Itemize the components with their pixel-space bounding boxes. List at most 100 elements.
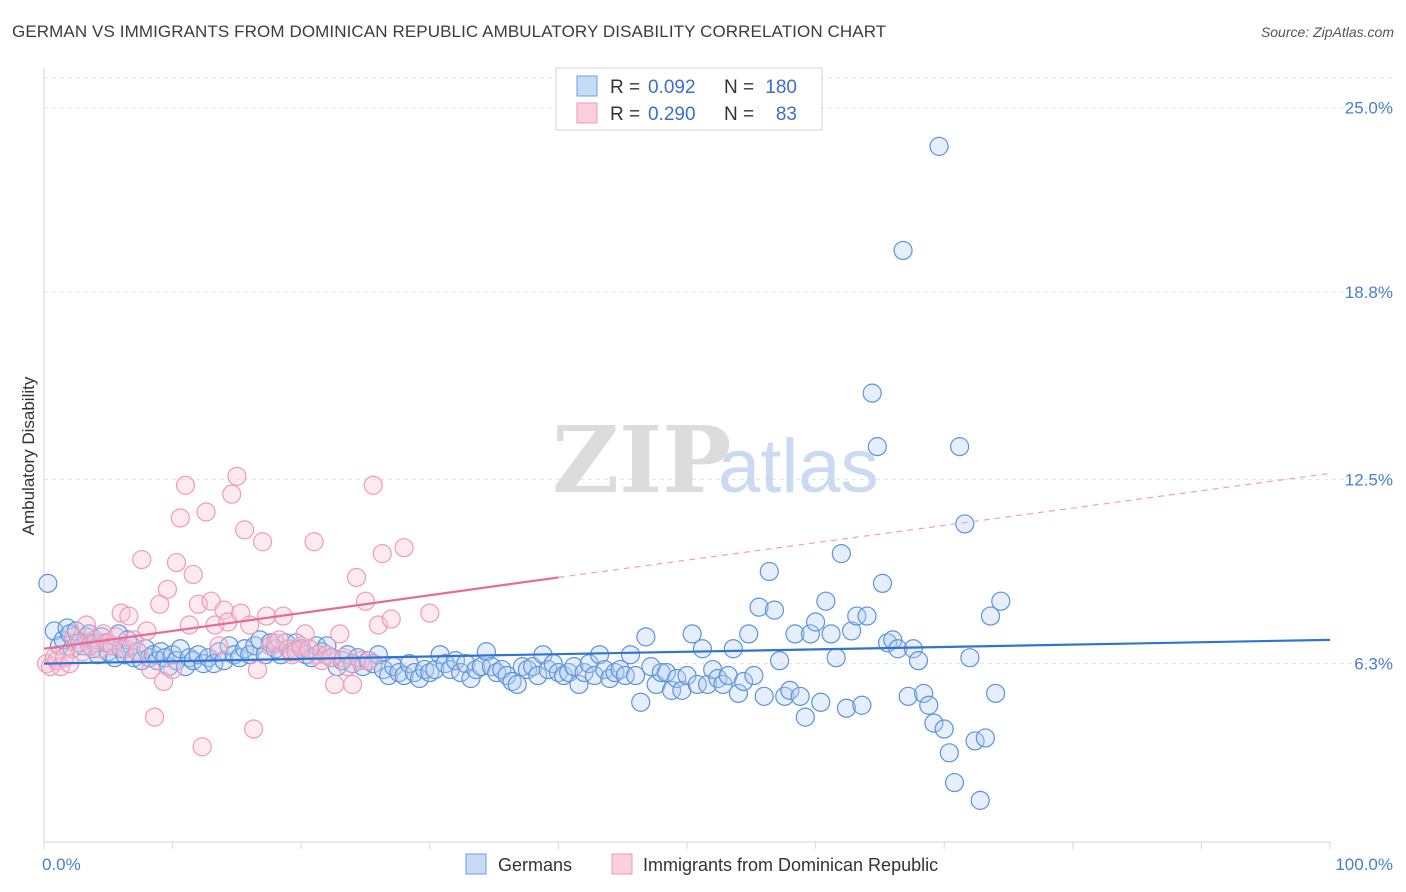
legend-n-label-0: N =: [724, 77, 754, 98]
trend-lines: [43, 472, 1331, 665]
watermark-atlas: atlas: [718, 424, 879, 509]
watermark-zip: ZIP: [552, 406, 731, 514]
legend-r-value-0: 0.092: [648, 77, 696, 98]
germans-point-154: [769, 651, 790, 671]
germans-point-146: [728, 683, 749, 703]
bottom-legend-dominican: Immigrants from Dominican Republic: [643, 855, 938, 875]
germans-point-182: [914, 683, 934, 703]
germans-point-155: [775, 686, 795, 706]
germans-point-148: [739, 624, 759, 644]
dominican-point-41: [209, 636, 229, 656]
germans-point-190: [955, 514, 975, 534]
germans-point-194: [975, 728, 995, 748]
series-dominican-points: [36, 466, 440, 757]
germans-point-189: [950, 437, 970, 457]
germans-point-128: [636, 627, 656, 647]
dominican-point-27: [150, 594, 170, 614]
y-axis-label: Ambulatory Disability: [19, 376, 38, 535]
germans-point-172: [862, 383, 882, 403]
germans-point-158: [790, 686, 810, 706]
legend-swatch-dominican: [576, 102, 598, 124]
germans-point-0: [38, 573, 58, 593]
germans-point-42: [193, 654, 214, 674]
germans-point-152: [759, 561, 779, 582]
dominican-point-35: [183, 564, 203, 585]
bottom-legend-swatch-dominican: [611, 853, 633, 875]
germans-point-107: [528, 665, 548, 686]
germans-point-197: [991, 591, 1011, 611]
germans-point-86: [420, 662, 440, 683]
y-tick-label-3: 25.0%: [1345, 99, 1393, 118]
germans-point-193: [970, 790, 990, 810]
dominican-point-34: [179, 615, 199, 635]
germans-point-105: [517, 659, 538, 680]
germans-point-183: [919, 695, 939, 715]
germans-point-167: [836, 698, 857, 718]
dominican-point-37: [192, 737, 212, 757]
germans-point-124: [615, 665, 635, 686]
germans-point-153: [764, 600, 785, 620]
dominican-point-29: [157, 579, 178, 599]
germans-point-127: [631, 692, 651, 712]
germans-point-93: [456, 654, 476, 674]
germans-point-159: [795, 707, 815, 727]
dominican-point-50: [247, 659, 268, 680]
legend-n-value-1: 83: [776, 104, 797, 125]
dominican-point-49: [244, 719, 264, 739]
germans-point-168: [842, 621, 862, 641]
germans-point-161: [805, 612, 826, 632]
germans-point-150: [749, 597, 769, 617]
germans-point-103: [507, 674, 527, 695]
dominican-point-44: [222, 484, 242, 504]
germans-point-191: [960, 648, 980, 668]
germans-point-143: [713, 674, 733, 695]
dominican-point-38: [196, 502, 216, 522]
germans-trend-line: [43, 638, 1331, 665]
dominican-point-68: [325, 674, 345, 695]
germans-point-157: [785, 624, 805, 644]
legend-r-value-1: 0.290: [648, 104, 696, 125]
stats-legend: R = 0.092 N = 180 R = 0.290 N = 83: [555, 67, 823, 131]
germans-point-114: [564, 657, 584, 677]
germans-point-104: [512, 657, 532, 677]
legend-n-value-0: 180: [765, 77, 797, 98]
dominican-point-82: [420, 603, 440, 623]
legend-box: [555, 67, 823, 131]
germans-point-118: [584, 665, 605, 686]
watermark: ZIP atlas: [552, 406, 879, 514]
dominican-point-26: [144, 707, 165, 727]
dominican-point-32: [170, 508, 190, 528]
germans-point-166: [831, 544, 851, 564]
germans-point-179: [898, 686, 918, 706]
grid-lines: [44, 77, 1392, 665]
germans-point-145: [723, 639, 743, 659]
x-tick-label-1: 100.0%: [1335, 855, 1393, 874]
dominican-point-42: [214, 600, 234, 620]
series-germans-points: [38, 136, 1011, 810]
germans-point-163: [816, 591, 836, 611]
germans-point-181: [908, 651, 929, 671]
dominican-trend-extension: [558, 472, 1331, 579]
axes: [43, 68, 1331, 849]
x-tick-labels: 0.0% 100.0%: [42, 855, 1393, 874]
germans-point-171: [857, 606, 877, 626]
series-legend: Germans Immigrants from Dominican Republ…: [465, 853, 938, 875]
dominican-point-24: [137, 621, 157, 641]
bottom-legend-swatch-germans: [465, 853, 487, 875]
germans-point-147: [733, 671, 754, 692]
dominican-point-45: [227, 466, 247, 486]
dominican-point-75: [355, 591, 376, 611]
germans-point-156: [780, 680, 800, 700]
germans-point-126: [625, 665, 646, 686]
germans-point-137: [682, 624, 702, 644]
dominican-point-47: [235, 520, 255, 540]
legend-n-label-1: N =: [724, 104, 754, 125]
germans-point-87: [425, 659, 445, 680]
germans-point-149: [744, 665, 764, 686]
dominican-point-60: [291, 636, 311, 656]
dominican-point-63: [304, 532, 324, 552]
legend-r-label-1: R =: [610, 104, 640, 125]
germans-point-133: [661, 680, 682, 700]
x-tick-label-0: 0.0%: [42, 855, 81, 874]
